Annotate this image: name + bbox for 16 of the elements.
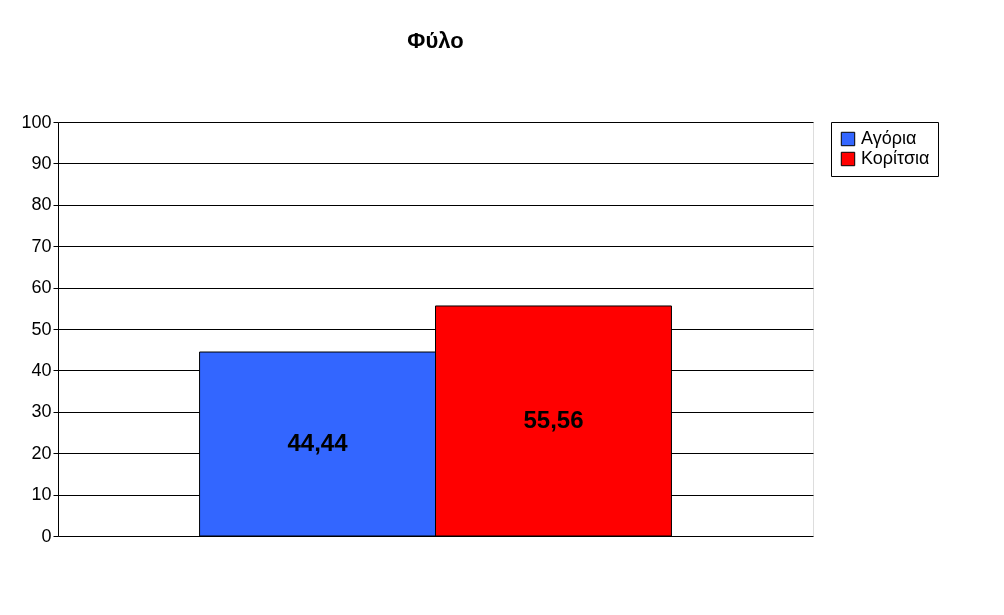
y-tick-label: 20	[31, 442, 52, 463]
data-label: 55,56	[523, 405, 584, 433]
y-tick-label: 40	[31, 359, 52, 380]
y-tick-label: 30	[31, 401, 52, 422]
y-tick-label: 70	[31, 235, 52, 256]
y-tick-label: 60	[31, 277, 52, 298]
legend-label: Αγόρια	[861, 128, 917, 148]
y-tick-label: 90	[31, 152, 52, 173]
y-tick-label: 50	[31, 318, 52, 339]
chart-title: Φύλο	[407, 28, 464, 53]
y-tick-label: 10	[31, 484, 52, 505]
y-tick-label: 100	[21, 111, 52, 132]
y-tick-label: 0	[41, 525, 52, 546]
data-label: 44,44	[287, 429, 349, 457]
legend-label: Κορίτσια	[861, 148, 930, 168]
y-tick-label: 80	[31, 194, 52, 215]
